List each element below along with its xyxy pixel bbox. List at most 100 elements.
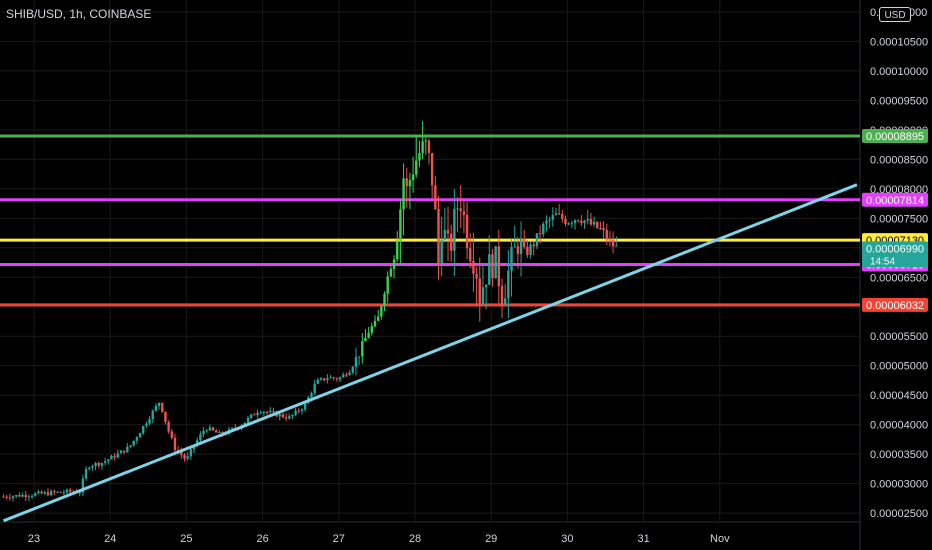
candle-body — [424, 140, 427, 142]
candle-body — [230, 427, 234, 429]
candle-up — [354, 347, 358, 376]
candle-body — [364, 337, 367, 342]
candle-body — [78, 492, 81, 494]
candle-down — [434, 176, 437, 210]
candle-up — [316, 377, 320, 385]
candle-up — [408, 172, 412, 209]
candle-body — [402, 178, 405, 210]
candle-body — [297, 410, 300, 412]
candle-up — [103, 457, 107, 466]
candle-down — [113, 452, 116, 461]
x-tick-label: 31 — [637, 533, 649, 545]
candle-up — [545, 215, 548, 232]
candle-body — [465, 214, 469, 249]
candle-body — [59, 491, 62, 493]
candle-up — [329, 375, 332, 379]
candle-body — [107, 459, 110, 462]
candle-body — [246, 417, 250, 423]
candle-body — [399, 209, 402, 241]
candle-up — [519, 221, 523, 277]
candle-up — [443, 207, 447, 243]
candle-body — [405, 178, 408, 187]
candle-body — [30, 495, 34, 497]
candle-down — [2, 494, 5, 498]
candle-up — [129, 445, 132, 448]
candle-body — [526, 246, 529, 255]
candle-body — [164, 411, 167, 422]
candle-up — [208, 424, 212, 432]
candle-body — [396, 240, 399, 260]
candle-body — [142, 426, 145, 434]
candle-up — [110, 454, 113, 460]
y-tick-label: 0.00003500 — [870, 449, 928, 461]
candle-up — [513, 225, 516, 248]
candle-body — [284, 417, 288, 419]
candle-down — [427, 138, 431, 165]
candle-up — [15, 494, 18, 499]
candle-down — [449, 224, 453, 262]
candle-body — [180, 451, 183, 456]
candle-body — [475, 273, 478, 279]
candle-body — [272, 411, 275, 413]
candle-body — [167, 421, 170, 432]
level-price-tag: 0.00008895 — [862, 129, 928, 144]
y-tick-label: 0.00005000 — [870, 361, 928, 373]
candle-up — [34, 492, 37, 497]
candle-body — [551, 215, 554, 220]
candle-body — [573, 220, 577, 224]
candle-up — [56, 491, 59, 494]
candle-body — [523, 238, 526, 247]
candle-body — [313, 383, 316, 394]
candle-up — [421, 121, 424, 159]
currency-button[interactable]: USD — [879, 7, 911, 22]
candle-down — [532, 241, 535, 256]
candle-down — [538, 225, 542, 244]
candle-body — [145, 423, 148, 427]
candle-up — [548, 216, 551, 229]
candle-body — [564, 218, 567, 224]
candle-body — [8, 497, 12, 499]
candle-body — [478, 278, 481, 304]
y-tick-label: 0.00004500 — [870, 390, 928, 402]
candle-body — [211, 427, 215, 431]
candle-down — [462, 201, 466, 234]
candle-down — [564, 215, 567, 227]
candle-up — [186, 452, 189, 461]
candle-down — [446, 206, 450, 261]
candle-up — [386, 271, 389, 303]
candle-body — [62, 492, 66, 494]
candle-body — [548, 219, 551, 221]
candle-up — [535, 233, 539, 250]
candle-body — [189, 449, 193, 457]
candle-down — [465, 201, 469, 260]
candle-body — [183, 455, 186, 459]
trend-line — [2, 183, 858, 523]
candle-body — [65, 489, 69, 493]
candle-up — [411, 156, 415, 193]
x-tick-label: Nov — [710, 533, 730, 545]
candle-up — [65, 488, 69, 495]
candle-body — [202, 430, 205, 435]
candle-body — [113, 455, 116, 458]
candle-body — [329, 377, 332, 379]
last-price-countdown: 14:54 — [870, 256, 895, 267]
candle-up — [62, 489, 66, 496]
candle-up — [586, 209, 589, 225]
candle-up — [507, 250, 510, 319]
candle-down — [500, 278, 504, 319]
candle-body — [81, 478, 85, 493]
candle-body — [583, 220, 586, 223]
candle-up — [37, 489, 40, 495]
candle-body — [21, 494, 24, 497]
candle-body — [151, 410, 154, 420]
candle-up — [551, 207, 554, 227]
candle-body — [440, 239, 443, 264]
candle-up — [338, 376, 342, 382]
x-tick-label: 24 — [104, 533, 116, 545]
candle-down — [602, 221, 605, 239]
candle-up — [396, 231, 399, 263]
candle-up — [367, 326, 370, 339]
candle-body — [408, 180, 412, 187]
candle-up — [488, 235, 491, 285]
